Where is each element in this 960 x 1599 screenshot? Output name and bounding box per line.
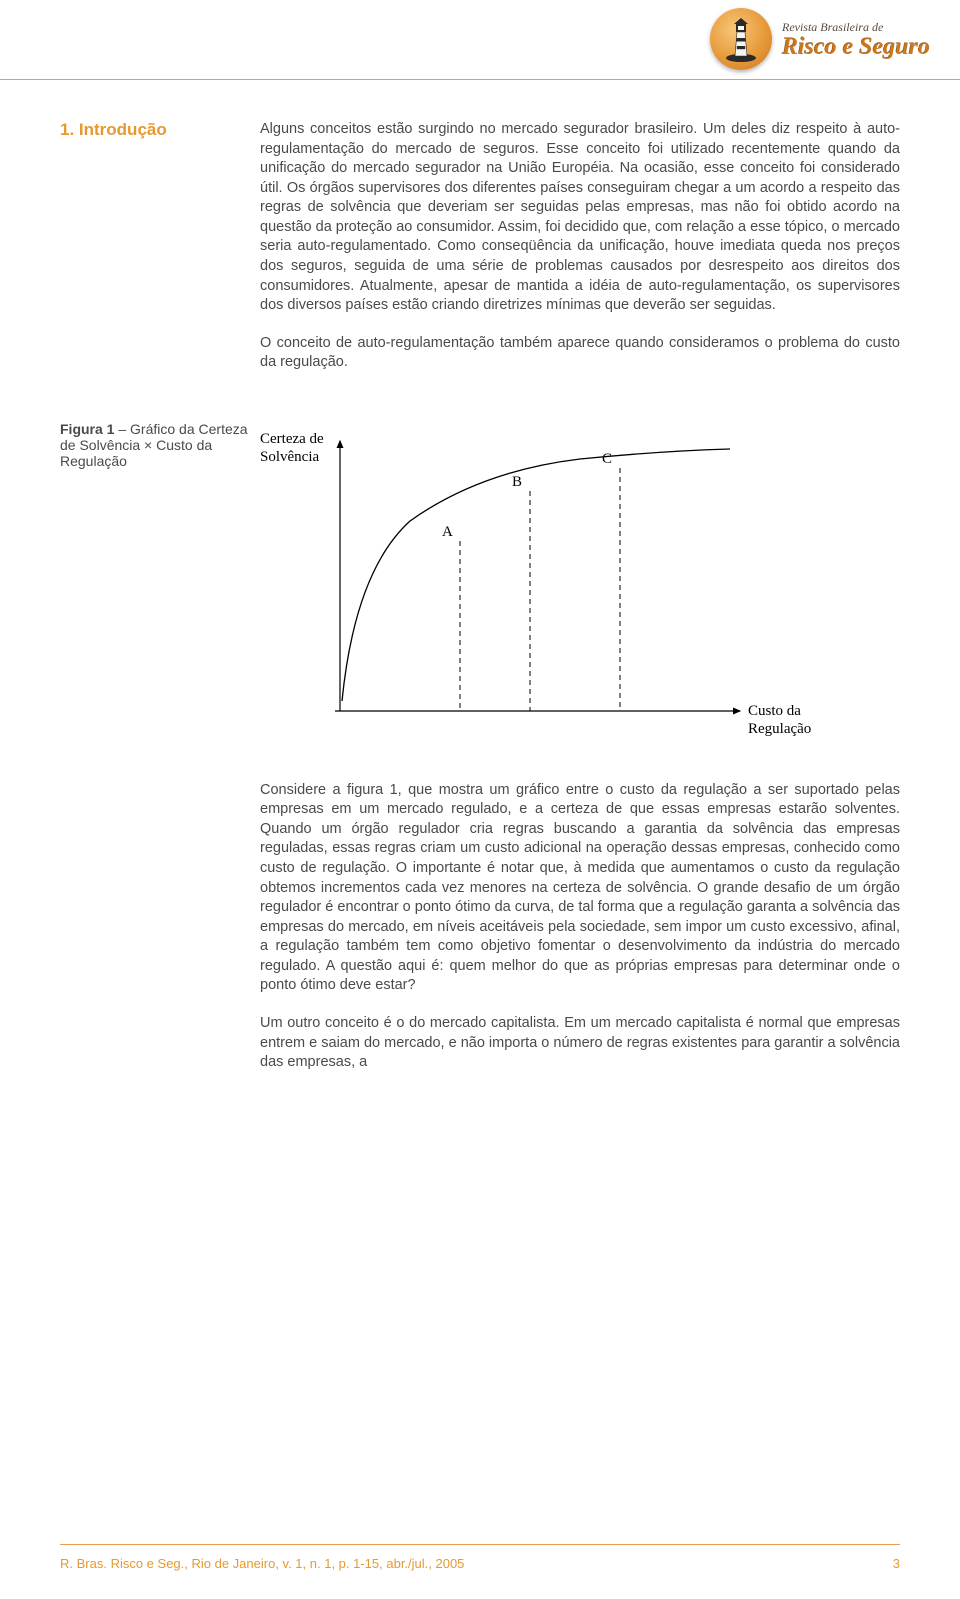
svg-text:Regulação: Regulação	[748, 721, 811, 737]
section-body: Alguns conceitos estão surgindo no merca…	[260, 120, 900, 391]
footer-rule	[60, 1544, 900, 1545]
svg-text:Certeza de: Certeza de	[260, 431, 324, 447]
svg-text:B: B	[512, 474, 522, 490]
section-body: Considere a figura 1, que mostra um gráf…	[260, 781, 900, 1091]
footer-page-number: 3	[893, 1556, 900, 1571]
paragraph: O conceito de auto-regulamentação também…	[260, 334, 900, 373]
page-footer: R. Bras. Risco e Seg., Rio de Janeiro, v…	[60, 1556, 900, 1571]
paragraph: Alguns conceitos estão surgindo no merca…	[260, 120, 900, 316]
svg-text:C: C	[602, 451, 612, 467]
paragraph: Um outro conceito é o do mercado capital…	[260, 1014, 900, 1073]
figure-label-bold: Figura 1	[60, 421, 114, 437]
footer-citation: R. Bras. Risco e Seg., Rio de Janeiro, v…	[60, 1556, 464, 1571]
svg-text:A: A	[442, 524, 453, 540]
svg-text:Solvência: Solvência	[260, 449, 319, 465]
paragraph: Considere a figura 1, que mostra um gráf…	[260, 781, 900, 996]
figure-chart: A B C Certeza de Solvência Custo da Regulação	[260, 421, 900, 751]
lighthouse-icon	[710, 8, 772, 70]
publication-logo: Revista Brasileira de Risco e Seguro	[710, 8, 930, 70]
page-header: Revista Brasileira de Risco e Seguro	[0, 0, 960, 80]
publication-title: Risco e Seguro	[782, 35, 930, 59]
section-heading: 1. Introdução	[60, 120, 260, 140]
publication-subtitle: Revista Brasileira de	[782, 20, 930, 35]
page-content: 1. Introdução Alguns conceitos estão sur…	[60, 120, 900, 1091]
figure-caption: Figura 1 – Gráfico da Certeza de Solvênc…	[60, 421, 260, 469]
svg-text:Custo da: Custo da	[748, 703, 801, 719]
